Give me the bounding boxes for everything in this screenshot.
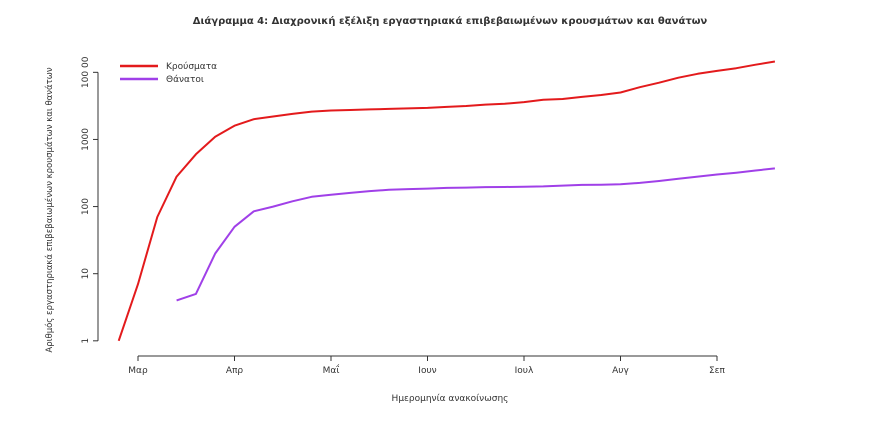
x-tick-label: Αυγ bbox=[612, 366, 629, 376]
x-tick-label: Μαρ bbox=[128, 366, 148, 376]
y-tick-label: 1000 bbox=[81, 128, 91, 151]
data-line bbox=[117, 60, 776, 342]
y-tick-label: 10 bbox=[81, 268, 91, 280]
y-tick-label: 1 bbox=[81, 338, 91, 344]
x-tick-label: Ιουν bbox=[418, 366, 436, 376]
x-tick-label: Απρ bbox=[226, 366, 244, 376]
x-tick-label: Σεπ bbox=[709, 366, 726, 376]
y-axis-label: Αριθμός εργαστηριακά επιβεβαιωμένων κρου… bbox=[44, 67, 55, 352]
x-axis-label: Ημερομηνία ανακοίνωσης bbox=[392, 394, 509, 404]
data-line bbox=[176, 167, 776, 302]
x-tick-label: Μαΐ bbox=[323, 364, 340, 376]
y-tick-label: 100 bbox=[81, 198, 91, 215]
y-tick-label: 100 00 bbox=[81, 56, 91, 88]
x-tick-label: Ιουλ bbox=[515, 366, 534, 376]
legend-label: Θάνατοι bbox=[166, 75, 204, 85]
chart-title: Διάγραμμα 4: Διαχρονική εξέλιξη εργαστηρ… bbox=[193, 15, 708, 27]
legend-label: Κρούσματα bbox=[166, 61, 217, 72]
